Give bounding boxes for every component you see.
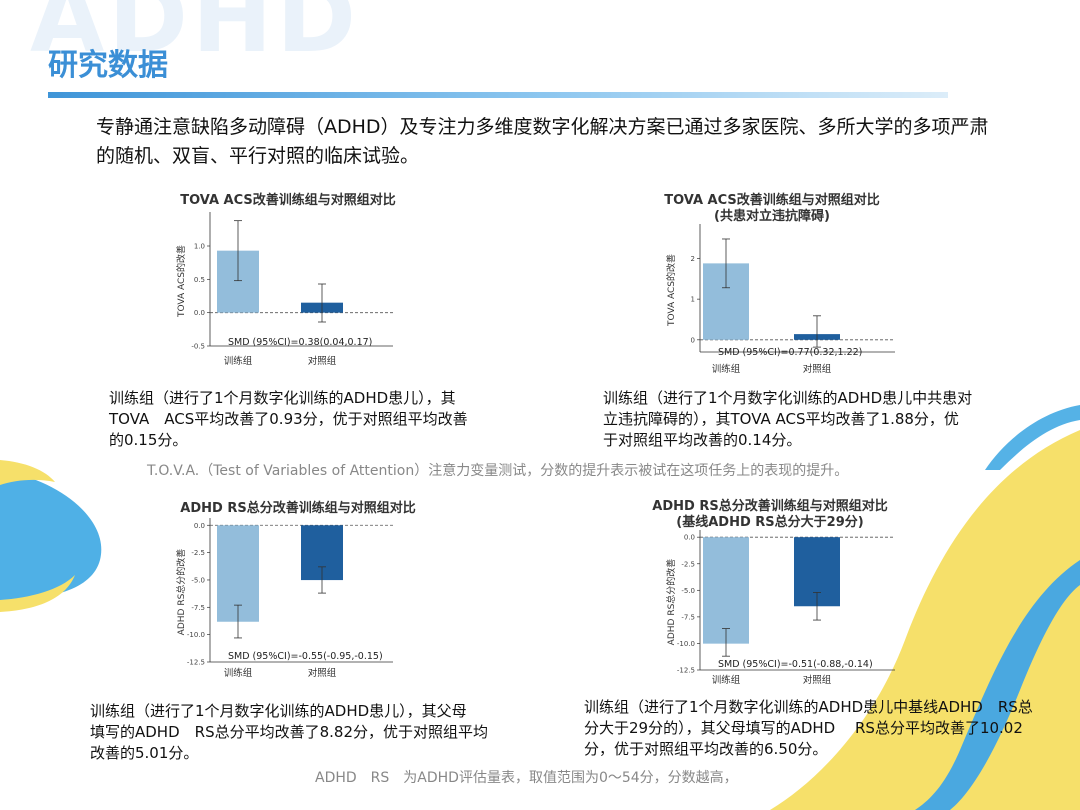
bar-train: [703, 537, 749, 644]
y-axis-label: TOVA ACS的改善: [175, 245, 187, 318]
chart-title: ADHD RS总分改善训练组与对照组对比: [652, 498, 887, 514]
y-tick-label: -7.5: [681, 613, 695, 621]
chart-title: (基线ADHD RS总分大于29分): [676, 514, 863, 530]
description-line: 改善的5.01分。: [90, 744, 199, 762]
category-label: 训练组: [224, 667, 253, 679]
category-label: 对照组: [803, 674, 832, 686]
chart-title: TOVA ACS改善训练组与对照组对比: [180, 192, 396, 208]
y-axis-label: ADHD RS总分的改善: [175, 549, 187, 636]
watermark-text: ADHD: [30, 0, 361, 74]
chart-tova-acs: TOVA ACS改善训练组与对照组对比 1.0 0.5 0.0 -0.5 TOVA ACS…: [168, 188, 428, 377]
description-line: 训练组（进行了1个月数字化训练的ADHD患儿中基线ADHD RS总: [584, 698, 1033, 716]
y-tick-label: -2.5: [681, 560, 695, 568]
description-line: 分大于29分的），其父母填写的ADHD RS总分平均改善了10.02: [584, 719, 1023, 737]
y-tick-label: 0.0: [684, 534, 695, 542]
chart-title: (共患对立违抗障碍): [714, 208, 830, 224]
chart-tova-acs-svg: TOVA ACS改善训练组与对照组对比 1.0 0.5 0.0 -0.5 TOVA ACS…: [175, 192, 396, 367]
description-line: TOVA ACS平均改善了0.93分，优于对照组平均改善: [109, 410, 468, 428]
description-line: 的0.15分。: [109, 431, 188, 449]
smd-annotation: SMD (95%CI)=-0.55(-0.95,-0.15): [228, 651, 383, 662]
y-axis-label: TOVA ACS的改善: [665, 254, 677, 327]
smd-annotation: SMD (95%CI)=-0.51(-0.88,-0.14): [718, 659, 873, 670]
description-adhd-rs: 训练组（进行了1个月数字化训练的ADHD患儿），其父母 填写的ADHD RS总分…: [90, 701, 488, 764]
blue-wave-left: [0, 460, 102, 612]
y-tick-label: -12.5: [187, 659, 205, 667]
y-tick-label: -10.0: [677, 640, 695, 648]
y-tick-label: 1: [691, 296, 695, 304]
smd-annotation: SMD (95%CI)=0.38(0.04,0.17): [228, 337, 372, 348]
y-tick-label: 2: [691, 255, 695, 263]
category-label: 对照组: [803, 363, 832, 375]
intro-paragraph: 专静通注意缺陷多动障碍（ADHD）及专注力多维度数字化解决方案已通过多家医院、多…: [96, 116, 989, 167]
y-tick-label: -7.5: [191, 604, 205, 612]
y-tick-label: -5.0: [681, 587, 695, 595]
y-tick-label: -0.5: [191, 343, 205, 351]
title-underline: [48, 92, 948, 98]
chart-adhd-rs-svg: ADHD RS总分改善训练组与对照组对比 0.0 -2.5 -5.0 -7.5 -10.0…: [175, 500, 416, 679]
description-line: 训练组（进行了1个月数字化训练的ADHD患儿中共患对: [603, 389, 973, 407]
description-tova-acs-odd: 训练组（进行了1个月数字化训练的ADHD患儿中共患对 立违抗障碍的），其TOVA…: [603, 388, 972, 451]
page-title: 研究数据: [48, 48, 168, 83]
y-tick-label: -2.5: [191, 549, 205, 557]
chart-title: TOVA ACS改善训练组与对照组对比: [664, 192, 880, 208]
y-tick-label: 0: [691, 336, 695, 344]
category-label: 训练组: [712, 363, 741, 375]
y-tick-label: 0.5: [194, 276, 205, 284]
smd-annotation: SMD (95%CI)=0.77(0.32,1.22): [718, 347, 862, 358]
description-line: 分，优于对照组平均改善的6.50分。: [584, 740, 828, 758]
tova-note: T.O.V.A.（Test of Variables of Attention）…: [147, 463, 849, 479]
description-adhd-rs-baseline: 训练组（进行了1个月数字化训练的ADHD患儿中基线ADHD RS总 分大于29分…: [584, 697, 1033, 760]
description-line: 训练组（进行了1个月数字化训练的ADHD患儿），其: [109, 389, 456, 407]
category-label: 对照组: [308, 355, 337, 367]
description-line: 训练组（进行了1个月数字化训练的ADHD患儿），其父母: [90, 702, 467, 720]
y-axis-label: ADHD RS总分的改善: [665, 559, 677, 646]
y-tick-label: -10.0: [187, 631, 205, 639]
y-tick-label: 0.0: [194, 309, 205, 317]
description-line: 立违抗障碍的），其TOVA ACS平均改善了1.88分，优: [603, 410, 959, 428]
chart-adhd-rs: ADHD RS总分改善训练组与对照组对比 0.0 -2.5 -5.0 -7.5 -10.0…: [168, 496, 438, 690]
y-tick-label: 0.0: [194, 522, 205, 530]
adhd-rs-note: ADHD RS 为ADHD评估量表，取值范围为0～54分，分数越高，: [315, 770, 738, 786]
chart-tova-acs-odd-svg: TOVA ACS改善训练组与对照组对比(共患对立违抗障碍) 2 1 0 TOVA ACS…: [664, 192, 895, 375]
category-label: 对照组: [308, 667, 337, 679]
chart-title: ADHD RS总分改善训练组与对照组对比: [180, 500, 415, 516]
y-tick-label: -5.0: [191, 576, 205, 584]
description-line: 于对照组平均改善的0.14分。: [603, 431, 802, 449]
y-tick-label: 1.0: [194, 243, 205, 251]
category-label: 训练组: [224, 355, 253, 367]
chart-tova-acs-odd: TOVA ACS改善训练组与对照组对比 (共患对立违抗障碍) 2 1 0 TOVA ACS…: [625, 188, 915, 387]
y-tick-label: -12.5: [677, 667, 695, 675]
chart-adhd-rs-baseline: ADHD RS总分改善训练组与对照组对比 (基线ADHD RS总分大于29分) 0.…: [625, 494, 925, 693]
description-tova-acs: 训练组（进行了1个月数字化训练的ADHD患儿），其 TOVA ACS平均改善了0…: [109, 388, 468, 451]
chart-adhd-rs-baseline-svg: ADHD RS总分改善训练组与对照组对比(基线ADHD RS总分大于29分) 0.…: [652, 498, 895, 686]
description-line: 填写的ADHD RS总分平均改善了8.82分，优于对照组平均: [90, 723, 488, 741]
category-label: 训练组: [712, 674, 741, 686]
